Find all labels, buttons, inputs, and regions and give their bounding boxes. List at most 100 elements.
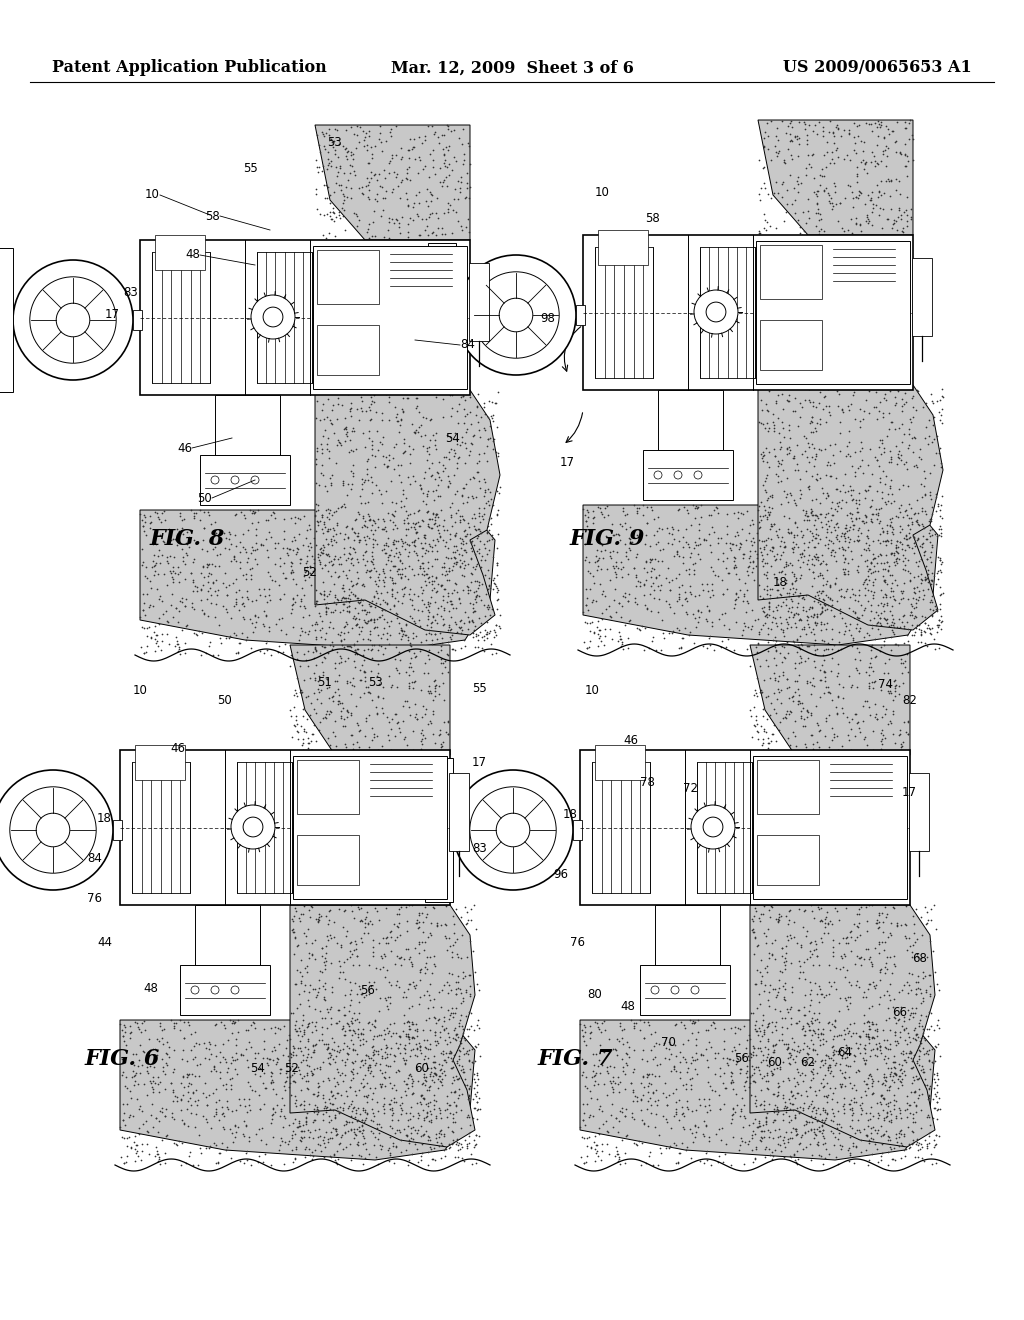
Point: [766, 1040, 782, 1061]
Point: [230, 599, 247, 620]
Point: [783, 1027, 800, 1048]
Point: [775, 1071, 792, 1092]
Point: [227, 1127, 244, 1148]
Point: [575, 1152, 592, 1173]
Point: [678, 1078, 694, 1100]
Point: [910, 529, 927, 550]
Point: [428, 582, 444, 603]
Point: [886, 1098, 902, 1119]
Point: [323, 1080, 339, 1101]
Point: [813, 1049, 829, 1071]
Point: [332, 1065, 348, 1086]
Point: [677, 558, 693, 579]
Point: [911, 1015, 928, 1036]
Point: [651, 579, 668, 601]
Point: [390, 564, 407, 585]
Point: [410, 917, 426, 939]
Point: [808, 517, 824, 539]
Point: [389, 607, 406, 628]
Point: [258, 510, 274, 531]
Point: [356, 515, 373, 536]
Point: [755, 705, 771, 726]
Point: [431, 1022, 447, 1043]
Point: [843, 940, 859, 961]
Point: [934, 508, 950, 529]
Point: [650, 507, 667, 528]
Point: [299, 1016, 315, 1038]
Point: [289, 686, 305, 708]
Point: [488, 581, 505, 602]
Point: [759, 603, 775, 624]
Point: [299, 550, 315, 572]
Point: [839, 960, 855, 981]
Point: [350, 1117, 367, 1138]
Point: [202, 577, 218, 598]
Point: [913, 924, 930, 945]
Point: [872, 680, 889, 701]
Point: [429, 612, 445, 634]
Point: [641, 1014, 657, 1035]
Point: [803, 1105, 819, 1126]
Point: [157, 510, 173, 531]
Point: [820, 586, 837, 607]
Point: [348, 124, 365, 145]
Point: [900, 723, 916, 744]
Point: [305, 1111, 322, 1133]
Point: [374, 698, 390, 719]
Point: [782, 1121, 799, 1142]
Point: [849, 164, 865, 185]
Point: [441, 569, 458, 590]
Point: [864, 463, 881, 484]
Point: [845, 744, 861, 766]
Point: [903, 1048, 920, 1069]
Point: [749, 713, 765, 734]
Point: [352, 898, 369, 919]
Point: [930, 1098, 946, 1119]
Point: [770, 977, 786, 998]
Point: [929, 391, 945, 412]
Point: [294, 1067, 310, 1088]
Point: [834, 218, 850, 239]
Point: [468, 556, 484, 577]
Point: [402, 1122, 419, 1143]
Point: [743, 1139, 760, 1160]
Point: [416, 1064, 432, 1085]
Point: [675, 627, 691, 648]
Point: [477, 549, 494, 570]
Point: [350, 896, 367, 917]
Point: [247, 1018, 263, 1039]
Point: [312, 906, 329, 927]
Point: [307, 628, 324, 649]
Point: [794, 224, 810, 246]
Point: [379, 1045, 395, 1067]
Point: [594, 583, 610, 605]
Point: [396, 624, 413, 645]
Point: [426, 1072, 442, 1093]
Point: [761, 995, 777, 1016]
Point: [331, 684, 347, 705]
Point: [331, 565, 347, 586]
Point: [621, 638, 637, 659]
Point: [163, 1072, 179, 1093]
Point: [251, 1084, 267, 1105]
Point: [902, 519, 919, 540]
Point: [361, 510, 378, 531]
Point: [433, 1055, 450, 1076]
Point: [259, 591, 275, 612]
Point: [780, 1111, 797, 1133]
Point: [690, 1115, 707, 1137]
Point: [767, 549, 783, 570]
Point: [760, 400, 776, 421]
Point: [859, 690, 876, 711]
Point: [346, 160, 362, 181]
Point: [442, 590, 459, 611]
Point: [436, 1019, 453, 1040]
Point: [420, 663, 436, 684]
Point: [415, 1142, 431, 1163]
Point: [905, 527, 922, 548]
Point: [409, 909, 425, 931]
Point: [783, 193, 800, 214]
Point: [406, 516, 422, 537]
Point: [855, 1048, 871, 1069]
Point: [869, 152, 886, 173]
